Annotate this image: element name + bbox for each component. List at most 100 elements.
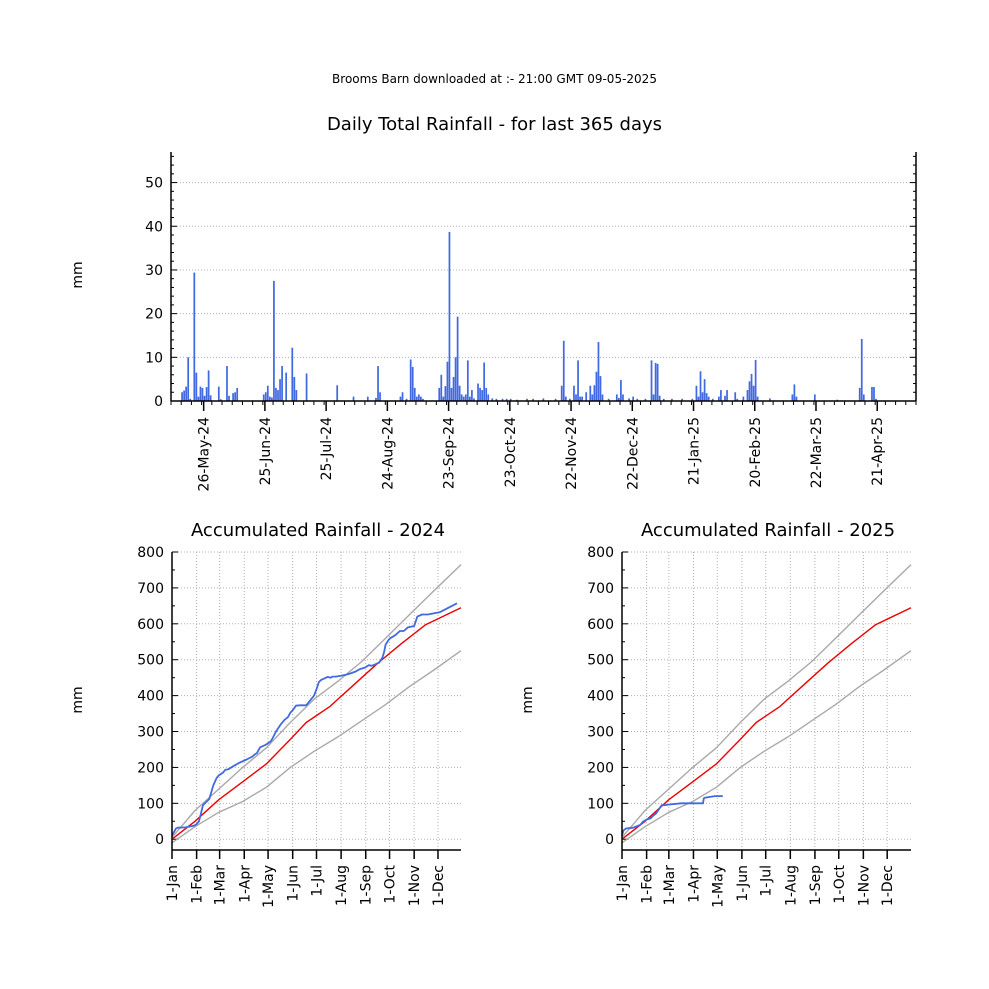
daily-rain-bar xyxy=(701,392,704,401)
acc2024-x-tick-label: 1-May xyxy=(261,865,277,908)
daily-rain-bar xyxy=(577,360,579,401)
acc2025-x-tick-label: 1-Mar xyxy=(662,865,678,906)
acc2025-x-tick-label: 1-Apr xyxy=(686,865,702,903)
daily-rain-bar xyxy=(471,390,473,401)
daily-rain-bar xyxy=(597,342,600,401)
daily-rain-bar xyxy=(756,396,759,401)
acc2024-x-tick-label: 1-Aug xyxy=(334,865,350,906)
daily-rain-bar xyxy=(593,385,596,401)
daily-rain-bar xyxy=(409,359,412,401)
daily-rain-bar xyxy=(873,387,875,401)
daily-rain-bar xyxy=(420,396,422,401)
daily-rain-bar xyxy=(450,387,453,401)
daily-y-tick-label: 20 xyxy=(145,307,163,323)
daily-y-tick-label: 10 xyxy=(145,350,163,366)
daily-rain-bar xyxy=(509,398,512,401)
daily-rain-bar xyxy=(413,387,416,401)
daily-rain-bar xyxy=(746,390,749,401)
daily-rain-bar xyxy=(656,363,659,401)
daily-rain-bar xyxy=(622,394,624,401)
acc2024-y-tick-label: 400 xyxy=(137,689,164,705)
daily-rain-bar xyxy=(422,398,424,401)
daily-rain-bar xyxy=(454,357,457,401)
acc2025-x-tick-label: 1-Nov xyxy=(856,865,872,906)
daily-rain-bar xyxy=(442,396,445,401)
daily-rain-bar xyxy=(697,396,700,401)
daily-rain-bar xyxy=(532,398,535,401)
daily-rain-bar xyxy=(742,396,745,401)
daily-rain-bar xyxy=(417,394,420,401)
daily-rain-bar xyxy=(275,387,277,401)
daily-rain-bar xyxy=(293,376,296,401)
daily-rain-bar xyxy=(279,379,281,401)
daily-rain-bar xyxy=(273,280,275,401)
acc2025-y-tick-label: 300 xyxy=(587,725,614,741)
daily-rain-bar xyxy=(491,398,494,401)
daily-rain-bar xyxy=(718,396,720,401)
daily-rain-bar xyxy=(736,398,739,401)
daily-rain-bar xyxy=(187,357,190,401)
daily-x-tick-label: 20-Feb-25 xyxy=(748,417,764,488)
daily-rain-bar xyxy=(305,373,308,401)
daily-rain-bar xyxy=(748,381,751,401)
daily-rain-bar xyxy=(813,394,816,401)
acc2024-x-tick-label: 1-Mar xyxy=(213,865,229,906)
daily-rain-bar xyxy=(569,398,571,401)
daily-rain-bar xyxy=(460,394,463,401)
daily-rain-bar xyxy=(595,371,598,401)
daily-rain-bar xyxy=(197,396,200,401)
acc2024-observed-line xyxy=(171,602,458,837)
daily-rain-bar xyxy=(352,396,355,401)
daily-rain-bar xyxy=(628,398,630,401)
acc2025-y-tick-label: 800 xyxy=(587,545,614,561)
daily-rain-bar xyxy=(501,398,504,401)
daily-rain-bar xyxy=(456,316,459,401)
daily-rain-bar xyxy=(266,385,269,401)
daily-rain-bar xyxy=(462,396,465,401)
acc2025-x-tick-label: 1-Aug xyxy=(783,865,799,906)
daily-rain-bar xyxy=(466,360,469,401)
daily-rain-bar xyxy=(458,385,461,401)
daily-rain-bar xyxy=(379,392,381,401)
daily-rain-bar xyxy=(560,385,563,401)
acc2024-x-tick-label: 1-Nov xyxy=(407,865,423,906)
acc2025-title: Accumulated Rainfall - 2025 xyxy=(641,520,895,541)
acc2024-x-tick-label: 1-Sep xyxy=(359,865,375,905)
daily-rain-bar xyxy=(199,386,202,401)
acc2025-y-tick-label: 700 xyxy=(587,581,614,597)
acc2024-x-tick-label: 1-Oct xyxy=(383,864,399,903)
daily-rain-bar xyxy=(575,394,577,401)
acc2024-y-axis-label: mm xyxy=(70,686,86,713)
daily-x-tick-label: 26-May-24 xyxy=(197,417,213,492)
daily-rain-bar xyxy=(711,398,714,401)
acc2024-mean-line xyxy=(171,607,462,840)
acc2024-y-tick-label: 600 xyxy=(137,617,164,633)
daily-rain-bar xyxy=(695,385,698,401)
acc2024-y-tick-label: 500 xyxy=(137,653,164,669)
acc2025-x-tick-label: 1-Feb xyxy=(640,865,656,904)
acc2025-mean-line xyxy=(621,607,912,840)
daily-rain-bar xyxy=(703,379,706,401)
daily-rain-bar xyxy=(207,370,210,401)
acc2024-title: Accumulated Rainfall - 2024 xyxy=(191,520,445,541)
daily-x-tick-label: 22-Dec-24 xyxy=(625,417,641,490)
acc2024-x-tick-label: 1-Feb xyxy=(190,865,206,904)
daily-y-tick-label: 0 xyxy=(154,394,163,410)
daily-rain-bar xyxy=(264,392,267,401)
daily-rain-bar xyxy=(483,362,486,401)
acc2025-x-tick-label: 1-Dec xyxy=(880,865,896,906)
daily-x-tick-label: 23-Oct-24 xyxy=(503,417,519,487)
daily-rain-bar xyxy=(607,398,610,401)
daily-rain-bar xyxy=(366,396,369,401)
daily-rain-bar xyxy=(720,390,722,401)
acc2025-y-tick-label: 100 xyxy=(587,796,614,812)
acc2025-y-tick-label: 200 xyxy=(587,760,614,776)
daily-rain-bar xyxy=(201,387,204,401)
acc2025-upper-line xyxy=(621,564,912,838)
daily-rain-bar xyxy=(724,395,726,401)
acc2024-y-tick-label: 800 xyxy=(137,545,164,561)
acc2025-y-tick-label: 0 xyxy=(605,832,614,848)
daily-rain-bar xyxy=(444,386,447,401)
daily-x-tick-label: 24-Aug-24 xyxy=(380,417,396,490)
daily-rain-bar xyxy=(862,394,865,401)
